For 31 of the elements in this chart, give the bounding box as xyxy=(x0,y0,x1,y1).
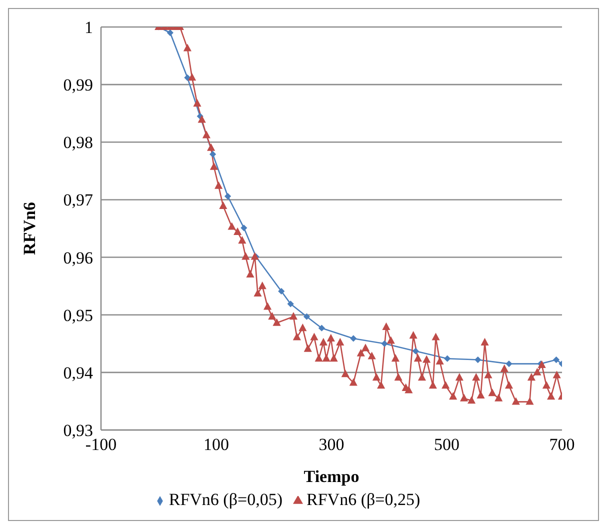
y-tick-label: 0,97 xyxy=(63,190,94,210)
point xyxy=(474,356,481,363)
point xyxy=(287,300,294,308)
y-tick-label: 0,95 xyxy=(63,306,93,325)
legend-label: RFVn6 (β=0,05) xyxy=(168,490,282,509)
point xyxy=(304,313,310,320)
legend-label: RFVn6 (β=0,25) xyxy=(306,490,420,509)
y-axis-title: RFVn6 xyxy=(20,202,40,255)
point xyxy=(444,356,450,362)
x-tick-label: 500 xyxy=(434,435,460,454)
point xyxy=(278,288,284,294)
point xyxy=(210,151,216,158)
point xyxy=(350,335,356,342)
y-tick-label: 0,96 xyxy=(63,248,93,268)
point xyxy=(224,193,231,200)
x-tick-label: 100 xyxy=(204,435,229,454)
point xyxy=(412,348,419,354)
y-tick-label: 1 xyxy=(84,18,93,38)
y-tick-label: 0,99 xyxy=(63,76,93,95)
point xyxy=(553,356,560,363)
y-tick-label: 0,94 xyxy=(63,363,94,382)
point xyxy=(167,30,174,36)
point xyxy=(506,360,512,367)
point xyxy=(381,340,388,347)
x-tick-label: 300 xyxy=(318,435,344,454)
point xyxy=(240,224,248,232)
x-tick-label: 700 xyxy=(549,435,575,454)
point xyxy=(184,74,191,81)
x-axis-title: Tiempo xyxy=(304,467,360,486)
y-tick-label: 0,98 xyxy=(63,133,93,152)
point xyxy=(318,325,325,332)
